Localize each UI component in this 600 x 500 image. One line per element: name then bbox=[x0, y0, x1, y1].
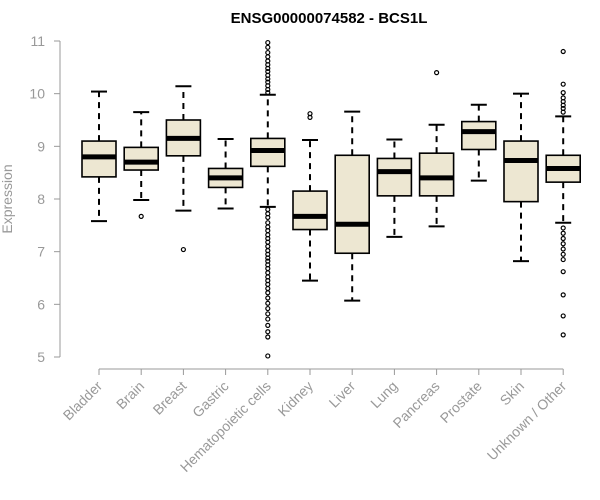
outlier-point bbox=[265, 311, 271, 317]
chart-title: ENSG00000074582 - BCS1L bbox=[231, 10, 428, 27]
y-tick-label: 8 bbox=[37, 191, 45, 207]
y-tick-label: 5 bbox=[37, 349, 45, 365]
outlier-point bbox=[265, 316, 271, 322]
x-tick-label: Unknown / Other bbox=[484, 378, 570, 464]
outlier-point bbox=[265, 54, 271, 60]
outlier-point bbox=[265, 285, 271, 292]
box-unknown-other bbox=[545, 48, 582, 338]
outlier-point bbox=[265, 86, 271, 93]
x-tick-label: Breast bbox=[150, 378, 190, 418]
outlier-point bbox=[265, 76, 271, 82]
outlier-point bbox=[560, 292, 566, 298]
outlier-point bbox=[560, 241, 566, 247]
outlier-point bbox=[265, 206, 271, 213]
x-tick-label: Pancreas bbox=[390, 378, 443, 431]
y-tick-label: 11 bbox=[30, 33, 45, 49]
outlier-point bbox=[265, 300, 271, 306]
outlier-point bbox=[265, 220, 271, 226]
outlier-point bbox=[265, 255, 271, 261]
outlier-point bbox=[265, 270, 271, 276]
y-tick-label: 7 bbox=[37, 244, 45, 260]
outlier-point bbox=[265, 329, 271, 335]
box-bladder bbox=[81, 90, 117, 223]
outlier-point bbox=[265, 39, 271, 46]
outlier-point bbox=[265, 243, 271, 249]
outlier-point bbox=[560, 109, 566, 115]
iqr-box bbox=[460, 120, 497, 151]
box-brain bbox=[123, 111, 159, 219]
outlier-point bbox=[560, 102, 566, 108]
outlier-point bbox=[180, 246, 186, 253]
x-tick-label: Kidney bbox=[275, 378, 317, 420]
outlier-point bbox=[265, 322, 271, 328]
x-tick-label: Brain bbox=[113, 378, 147, 412]
outlier-point bbox=[265, 65, 271, 71]
box-prostate bbox=[460, 103, 497, 182]
outlier-point bbox=[138, 213, 144, 219]
outlier-point bbox=[265, 305, 271, 312]
outlier-point bbox=[560, 235, 566, 242]
outlier-point bbox=[265, 49, 271, 56]
outlier-point bbox=[265, 90, 271, 96]
iqr-box bbox=[503, 140, 539, 203]
box-pancreas bbox=[418, 69, 455, 228]
outlier-point bbox=[307, 114, 313, 120]
box-skin bbox=[503, 92, 539, 263]
outlier-point bbox=[265, 290, 271, 296]
outlier-point bbox=[265, 295, 271, 301]
x-tick-label: Liver bbox=[326, 378, 359, 411]
y-tick-label: 6 bbox=[37, 296, 45, 312]
iqr-box bbox=[292, 190, 328, 231]
outlier-point bbox=[265, 214, 271, 221]
box-lung bbox=[376, 138, 413, 238]
outlier-point bbox=[434, 69, 440, 76]
y-axis: 5 6 7 8 9 10 11 bbox=[29, 33, 61, 365]
outlier-point bbox=[265, 334, 271, 340]
y-axis-label: Expression bbox=[0, 164, 15, 233]
outlier-point bbox=[560, 251, 566, 257]
outlier-point bbox=[560, 332, 566, 338]
outlier-point bbox=[265, 44, 271, 50]
outlier-point bbox=[560, 81, 566, 87]
outlier-point bbox=[560, 256, 566, 263]
outlier-point bbox=[560, 269, 566, 275]
iqr-box bbox=[418, 152, 455, 197]
outlier-point bbox=[265, 353, 271, 359]
iqr-box bbox=[123, 146, 159, 171]
outlier-point bbox=[560, 313, 566, 319]
y-tick-label: 9 bbox=[37, 138, 45, 154]
outlier-point bbox=[560, 225, 566, 231]
x-tick-label: Lung bbox=[367, 378, 400, 411]
box-liver bbox=[334, 110, 371, 302]
box-gastric bbox=[207, 137, 244, 210]
outlier-point bbox=[560, 230, 566, 236]
boxes-group bbox=[81, 39, 582, 359]
box-breast bbox=[165, 85, 202, 253]
box-hematopoietic-cells bbox=[250, 39, 286, 359]
x-tick-label: Skin bbox=[497, 378, 528, 409]
outlier-point bbox=[560, 90, 566, 96]
iqr-box bbox=[376, 157, 413, 197]
y-tick-label: 10 bbox=[29, 86, 45, 102]
outlier-point bbox=[560, 246, 566, 252]
iqr-box bbox=[334, 154, 371, 255]
outlier-point bbox=[560, 48, 566, 55]
x-tick-label: Prostate bbox=[437, 378, 485, 426]
box-kidney bbox=[292, 111, 328, 282]
x-tick-label: Bladder bbox=[60, 378, 106, 424]
